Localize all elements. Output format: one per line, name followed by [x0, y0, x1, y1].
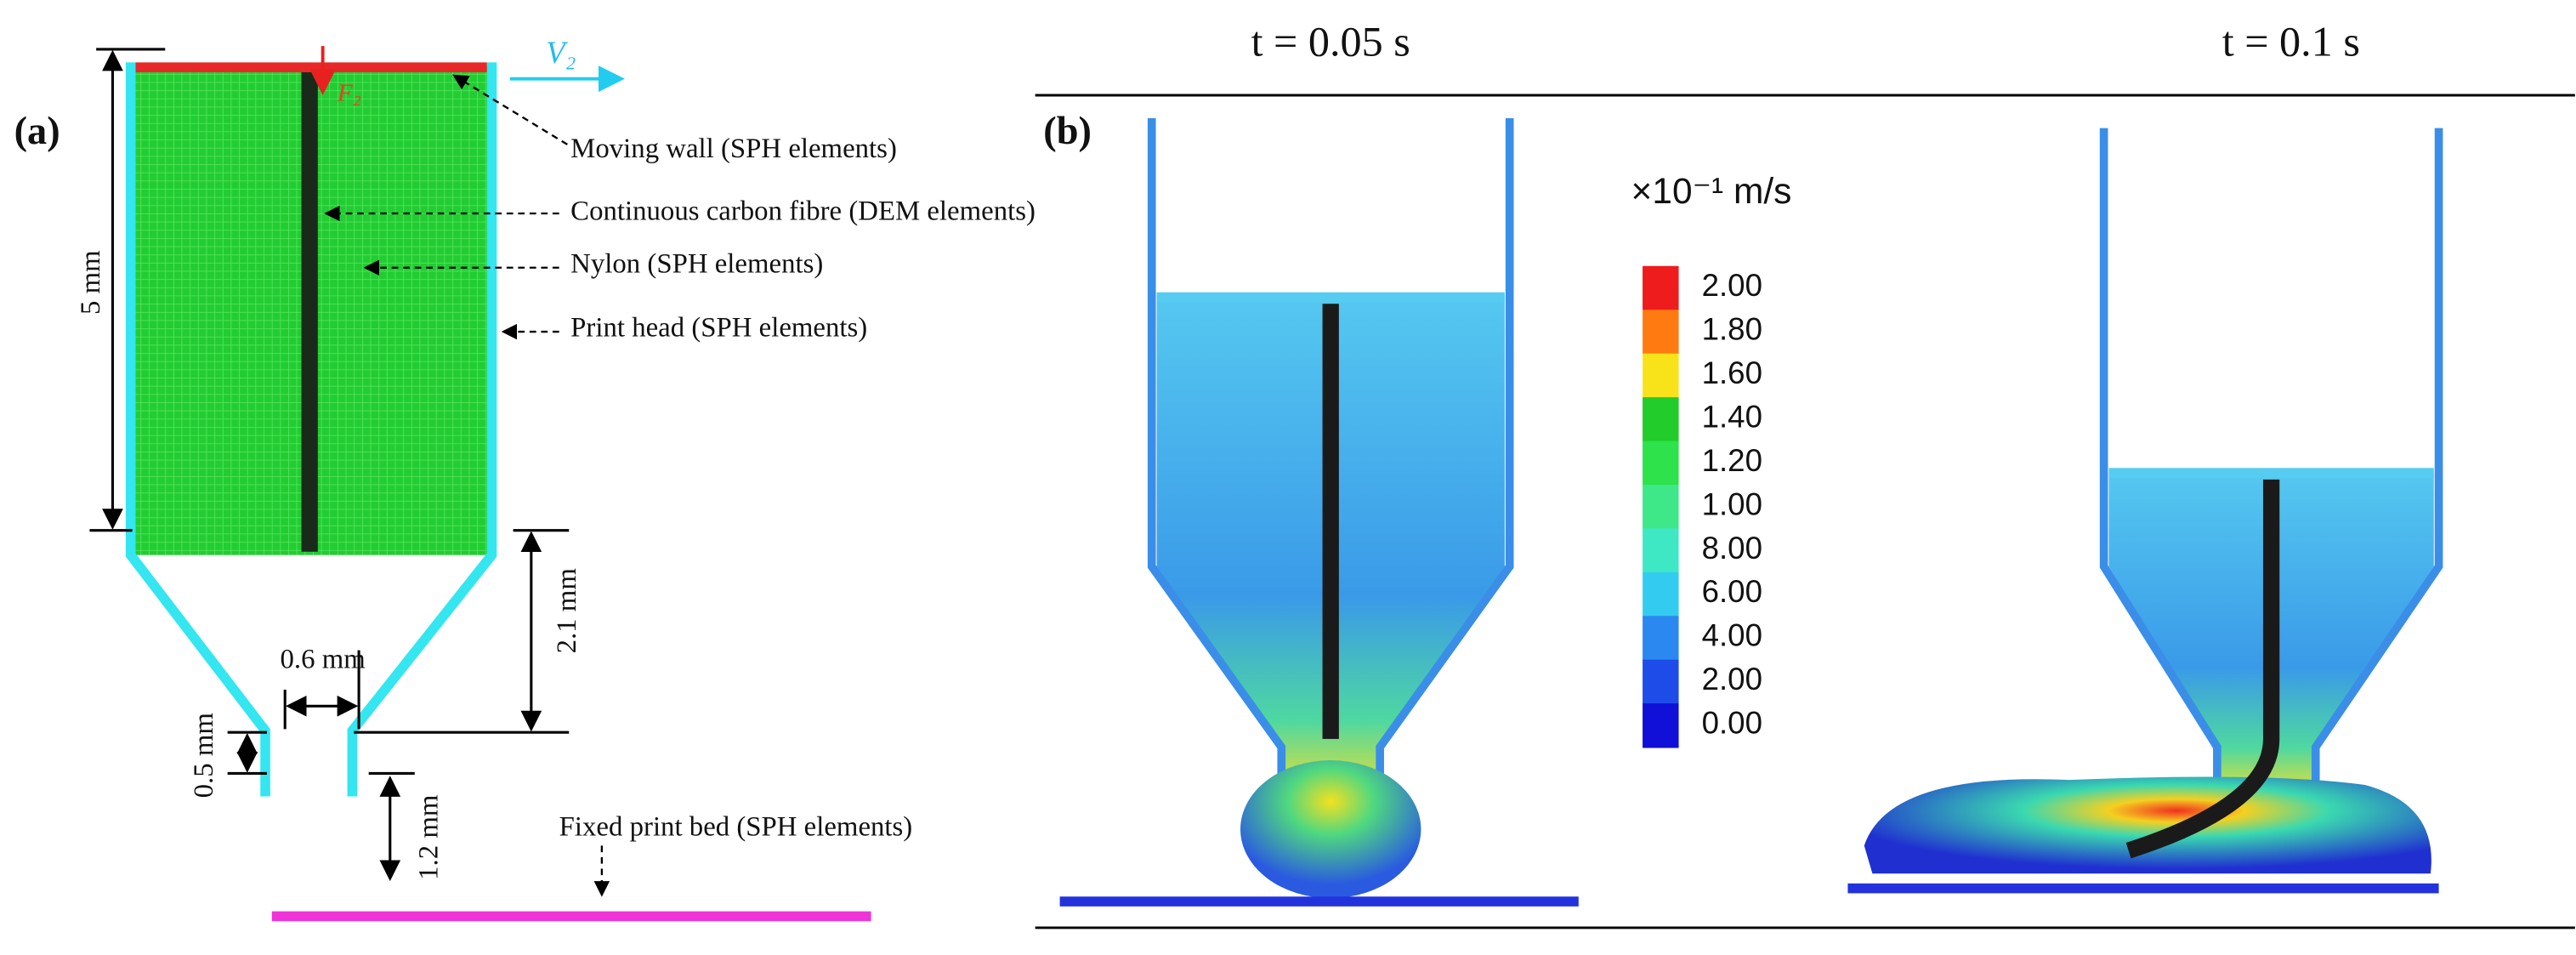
annotation: Continuous carbon fibre (DEM elements): [570, 196, 1036, 227]
colorbar-label: 1.00: [1702, 486, 1762, 521]
annotation: Nylon (SPH elements): [570, 248, 823, 279]
colorbar-label: 2.00: [1702, 268, 1762, 303]
dimension-line: [89, 48, 166, 532]
dimension-label: 0.5 mm: [189, 713, 219, 799]
colorbar-label: 6.00: [1702, 574, 1762, 609]
extrudate: [1240, 760, 1421, 899]
dimension-line: [283, 650, 360, 730]
velocity-label: V₂: [546, 35, 576, 70]
moving-wall: [2108, 468, 2434, 478]
dimension-line: [354, 529, 570, 734]
annotation: Moving wall (SPH elements): [570, 134, 897, 164]
colorbar-swatch: [1643, 310, 1679, 355]
colorbar-label: 4.00: [1702, 618, 1762, 653]
annotation: Print head (SPH elements): [570, 313, 867, 344]
colorbar-label: 1.80: [1702, 312, 1762, 347]
print-bed: [1847, 883, 2439, 894]
colorbar-swatch: [1643, 571, 1679, 617]
colorbar-swatch: [1643, 353, 1679, 399]
carbon-fibre: [1322, 304, 1339, 739]
dimension-label: 1.2 mm: [414, 794, 445, 880]
colorbar-swatch: [1643, 528, 1679, 573]
colorbar-swatch: [1643, 659, 1679, 705]
colorbar-title: ×10⁻¹ m/s: [1631, 172, 1792, 212]
panel-label: (b): [1043, 110, 1092, 153]
print-bed: [271, 911, 871, 922]
colorbar-label: 1.40: [1702, 400, 1762, 435]
colorbar-swatch: [1643, 703, 1679, 748]
print-head: [125, 62, 497, 797]
carbon-fibre: [2125, 479, 2280, 859]
colorbar-swatch: [1643, 397, 1679, 442]
print-bed: [1059, 896, 1579, 907]
colorbar-swatch: [1643, 616, 1679, 661]
panel-label: (a): [14, 110, 60, 153]
colorbar: 2.00 1.80 1.60 1.40 1.20 1.00 8.00 6.00 4.00 2.00…: [1643, 265, 1762, 748]
print-head: [2099, 128, 2443, 797]
dimension-label: 5 mm: [76, 250, 106, 315]
colorbar-swatch: [1643, 265, 1679, 311]
colorbar-swatch: [1643, 484, 1679, 530]
annotation: Fixed print bed (SPH elements): [559, 812, 913, 843]
moving-wall: [135, 62, 487, 72]
extrudate: [1864, 776, 2431, 874]
colorbar-label: 1.20: [1702, 443, 1762, 478]
colorbar-swatch: [1643, 441, 1679, 486]
time-label: t = 0.05 s: [1251, 18, 1410, 65]
colorbar-label: 0.00: [1702, 706, 1762, 741]
dimension-label: 0.6 mm: [280, 645, 366, 675]
carbon-fibre: [301, 71, 318, 552]
moving-wall: [1156, 292, 1505, 303]
colorbar-label: 1.60: [1702, 355, 1762, 390]
dimension-line: [227, 730, 267, 776]
dimension-label: 2.1 mm: [552, 568, 582, 654]
colorbar-label: 2.00: [1702, 662, 1762, 696]
time-label: t = 0.1 s: [2222, 18, 2360, 65]
colorbar-label: 8.00: [1702, 531, 1762, 566]
force-label: F₂: [337, 80, 361, 107]
